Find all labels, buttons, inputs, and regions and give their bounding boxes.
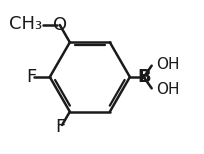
Text: OH: OH (156, 82, 180, 97)
Text: CH₃: CH₃ (9, 15, 42, 33)
Text: OH: OH (156, 57, 180, 72)
Text: F: F (27, 68, 37, 86)
Text: O: O (53, 16, 67, 34)
Text: F: F (55, 118, 66, 136)
Text: B: B (138, 68, 151, 86)
